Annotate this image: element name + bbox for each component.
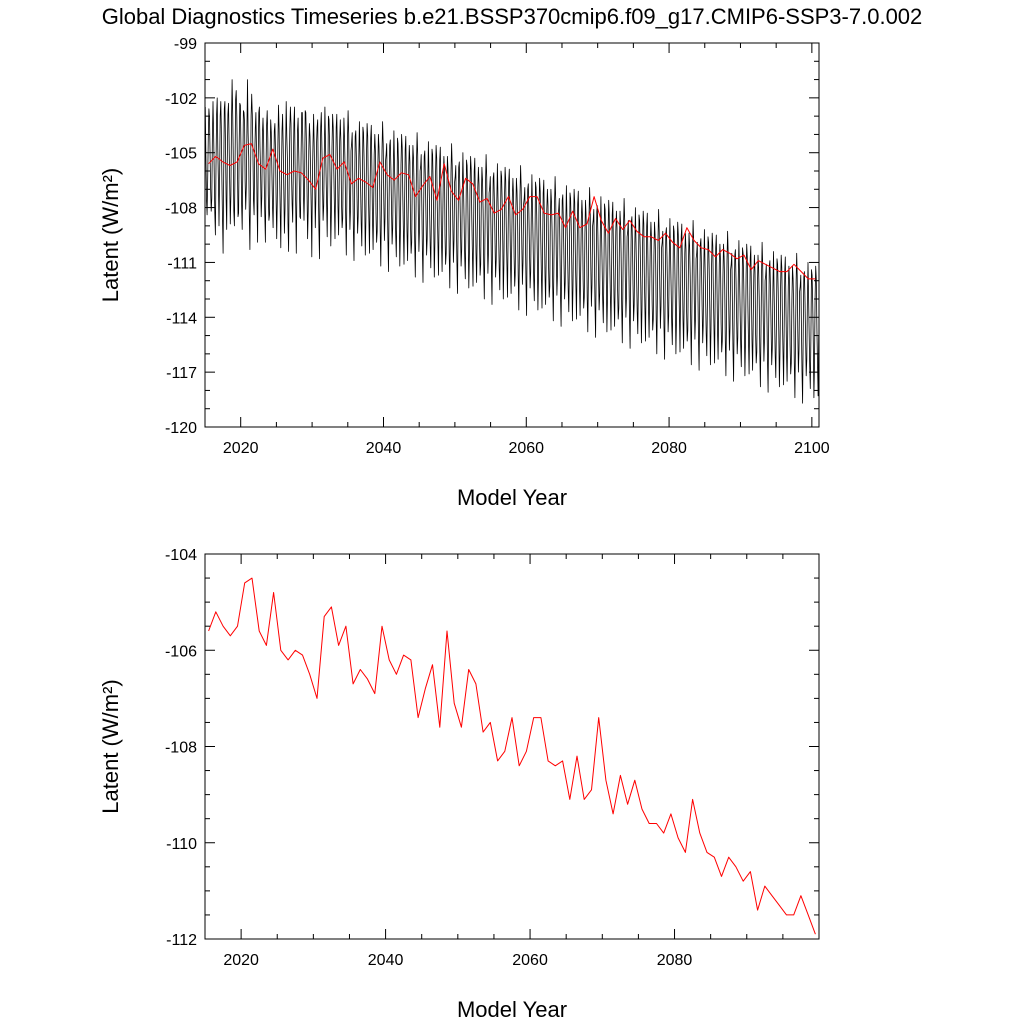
x-tick-label: 2020 (223, 952, 259, 969)
figure-title: Global Diagnostics Timeseries b.e21.BSSP… (102, 4, 923, 29)
y-tick-label: -114 (166, 310, 197, 327)
bottom-panel: 2020 2040 2060 2080 -104 -106 -108 -110 -112 Mode… (98, 547, 820, 1022)
y-tick-label: -108 (165, 740, 197, 757)
x-tick-label: 2040 (366, 440, 402, 457)
y-tick-label: -99 (174, 36, 197, 53)
y-tick-label: -104 (165, 547, 197, 564)
y-tick-label: -102 (165, 91, 197, 108)
x-tick-label: 2040 (368, 952, 404, 969)
y-axis-title: Latent (W/m²) (98, 679, 123, 813)
x-tick-label: 2060 (512, 952, 548, 969)
y-tick-label: -117 (166, 365, 197, 382)
top-panel: 2020 2040 2060 2080 2100 -99 -102 -105 -108 -111 -… (98, 36, 830, 510)
plot-frame (204, 553, 820, 940)
y-tick-label: -120 (165, 420, 197, 437)
x-tick-label: 2020 (223, 440, 259, 457)
plot-frame (204, 42, 820, 428)
y-tick-label: -111 (167, 255, 197, 272)
y-axis-title: Latent (W/m²) (98, 168, 123, 302)
series-line-1-0 (208, 577, 816, 935)
y-tick-label: -106 (165, 643, 197, 660)
y-tick-label: -105 (165, 146, 197, 163)
y-tick-label: -112 (166, 932, 197, 949)
y-tick-label: -108 (165, 201, 197, 218)
x-tick-label: 2100 (794, 440, 830, 457)
x-axis-title: Model Year (457, 997, 567, 1022)
series-line-0-1 (208, 143, 816, 280)
x-tick-label: 2080 (657, 952, 693, 969)
series-line-0-0 (204, 79, 820, 404)
x-tick-label: 2060 (508, 440, 544, 457)
y-tick-label: -110 (166, 836, 197, 853)
x-tick-label: 2080 (651, 440, 687, 457)
x-axis-title: Model Year (457, 485, 567, 510)
